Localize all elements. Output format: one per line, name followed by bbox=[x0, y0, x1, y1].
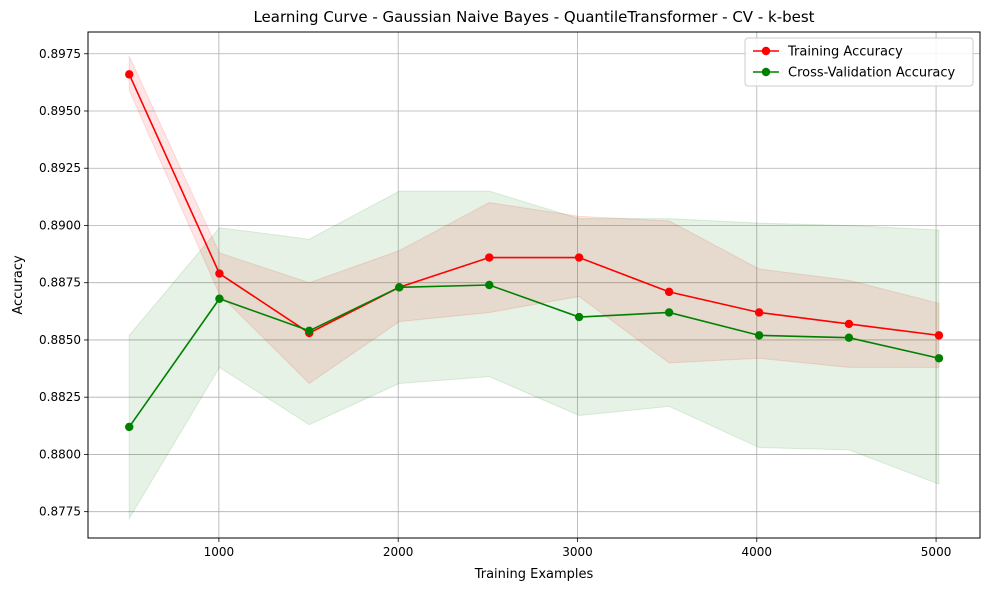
training-band bbox=[128, 55, 940, 385]
cv-point bbox=[395, 283, 404, 292]
cv-point bbox=[305, 326, 314, 335]
cv-point bbox=[574, 312, 584, 322]
cv-point bbox=[934, 354, 944, 363]
x-tick-label: 4000 bbox=[742, 545, 773, 559]
cv-line bbox=[128, 284, 940, 428]
y-tick-label: 0.8875 bbox=[39, 276, 81, 290]
cv-point bbox=[844, 333, 854, 342]
training-point bbox=[215, 269, 224, 278]
x-tick-label: 3000 bbox=[562, 545, 593, 559]
confidence-bands bbox=[128, 55, 940, 521]
x-axis-ticks: 1000 2000 3000 4000 5000 bbox=[204, 538, 952, 559]
training-point bbox=[574, 253, 584, 262]
x-tick-label: 1000 bbox=[204, 545, 235, 559]
y-tick-label: 0.8925 bbox=[39, 161, 81, 175]
x-tick-label: 5000 bbox=[921, 545, 952, 559]
legend-training-label: Training Accuracy bbox=[787, 45, 903, 60]
legend: Training Accuracy Cross-Validation Accura… bbox=[744, 37, 974, 87]
training-point bbox=[934, 331, 944, 340]
legend-box bbox=[744, 37, 974, 87]
training-point bbox=[664, 287, 674, 297]
series-lines bbox=[128, 74, 940, 428]
legend-cv-label: Cross-Validation Accuracy bbox=[788, 66, 956, 81]
training-point bbox=[485, 253, 494, 262]
cv-band bbox=[128, 190, 940, 521]
y-tick-label: 0.8975 bbox=[39, 47, 81, 61]
series-points bbox=[125, 70, 944, 432]
y-tick-label: 0.8825 bbox=[39, 390, 81, 404]
x-tick-label: 2000 bbox=[383, 545, 414, 559]
y-axis-label: Accuracy bbox=[11, 255, 26, 315]
y-tick-label: 0.8850 bbox=[39, 333, 81, 347]
x-axis-label: Training Examples bbox=[474, 567, 594, 582]
y-tick-label: 0.8950 bbox=[39, 104, 81, 118]
y-tick-label: 0.8800 bbox=[39, 447, 81, 461]
training-line bbox=[128, 74, 940, 337]
y-tick-label: 0.8900 bbox=[39, 218, 81, 232]
cv-point bbox=[215, 294, 224, 303]
cv-point bbox=[125, 422, 134, 432]
legend-cv-marker bbox=[761, 67, 771, 77]
y-axis-ticks: 0.8775 0.8800 0.8825 0.8850 0.8875 0.8900 0.89… bbox=[39, 47, 88, 519]
training-point bbox=[844, 319, 854, 329]
legend-training-marker bbox=[761, 46, 771, 56]
cv-point bbox=[485, 280, 494, 290]
training-point bbox=[754, 308, 764, 317]
cv-point bbox=[754, 331, 764, 340]
plot-frame bbox=[87, 31, 981, 539]
training-point bbox=[125, 70, 134, 79]
y-tick-label: 0.8775 bbox=[39, 505, 81, 519]
chart-title: Learning Curve - Gaussian Naive Bayes - … bbox=[253, 8, 814, 26]
cv-point bbox=[664, 308, 674, 317]
